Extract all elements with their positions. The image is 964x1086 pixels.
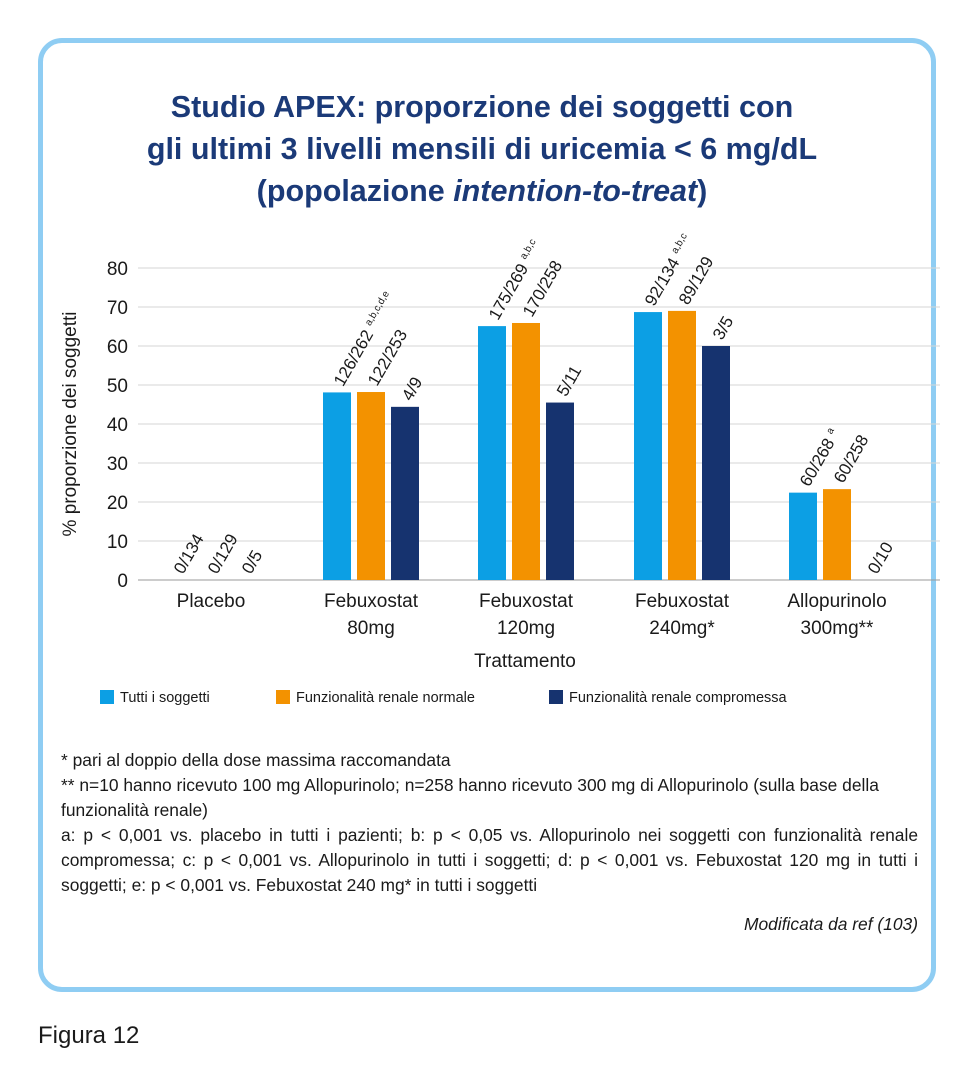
legend-swatch-compromessa — [549, 690, 563, 704]
data-label-s1-c4: 60/258 — [830, 432, 872, 487]
legend-swatch-tutti — [100, 690, 114, 704]
bar-s0-c1 — [323, 392, 351, 580]
data-label-s2-c0: 0/5 — [238, 547, 266, 577]
reference-note: Modificata da ref (103) — [744, 914, 918, 934]
x-tick-label-4-0: Allopurinolo — [787, 591, 886, 612]
bar-chart: 0 10 20 30 40 50 60 70 80 % proporzione dei sogge… — [60, 231, 940, 672]
x-axis-label: Trattamento — [474, 651, 576, 672]
data-label-s2-c3: 3/5 — [709, 313, 737, 343]
y-tick-label-80: 80 — [107, 259, 128, 280]
y-tick-label-40: 40 — [107, 415, 128, 436]
footnote-significance: a: p < 0,001 vs. placebo in tutti i pazi… — [61, 825, 918, 895]
title-line-3-post: ) — [697, 174, 708, 208]
y-tick-label-10: 10 — [107, 532, 128, 553]
legend-swatch-normale — [276, 690, 290, 704]
figure-label: Figura 12 — [38, 1022, 140, 1049]
data-label-s1-c0: 0/129 — [204, 531, 242, 577]
chart-title: Studio APEX: proporzione dei soggetti co… — [60, 86, 904, 212]
x-tick-label-1-0: Febuxostat — [324, 591, 419, 612]
bar-s0-c3 — [634, 312, 662, 580]
bar-s0-c4 — [789, 492, 817, 580]
data-label-s1-c3: 89/129 — [675, 253, 717, 308]
bar-s1-c4 — [823, 489, 851, 580]
y-tick-label-0: 0 — [117, 571, 128, 592]
footnotes: * pari al doppio della dose massima racc… — [61, 748, 918, 937]
x-tick-label-0-0: Placebo — [177, 591, 246, 612]
figure-frame — [38, 38, 936, 992]
y-tick-label-70: 70 — [107, 298, 128, 319]
y-tick-label-30: 30 — [107, 454, 128, 475]
footnote-allopurinolo: ** n=10 hanno ricevuto 100 mg Allopurino… — [61, 775, 879, 820]
bar-s2-c2 — [546, 402, 574, 580]
legend-item-compromessa: Funzionalità renale compromessa — [549, 690, 787, 706]
footnote-dose: * pari al doppio della dose massima racc… — [61, 750, 451, 770]
bar-s1-c3 — [668, 310, 696, 580]
legend-label-normale: Funzionalità renale normale — [296, 690, 475, 706]
title-line-3-italic: intention-to-treat — [453, 174, 698, 208]
title-line-2: gli ultimi 3 livelli mensili di uricemia… — [146, 132, 818, 166]
legend-label-tutti: Tutti i soggetti — [120, 690, 210, 706]
x-tick-label-1-1: 80mg — [347, 618, 395, 639]
bar-s1-c2 — [512, 322, 540, 580]
x-tick-label-3-1: 240mg* — [649, 618, 715, 639]
x-tick-label-2-1: 120mg — [497, 618, 555, 639]
legend-item-normale: Funzionalità renale normale — [276, 690, 475, 706]
data-label-s2-c2: 5/11 — [553, 362, 585, 399]
data-label-s2-c1: 4/9 — [398, 374, 426, 404]
y-tick-label-50: 50 — [107, 376, 128, 397]
data-label-s2-c4: 0/10 — [864, 539, 897, 577]
bar-s0-c2 — [478, 326, 506, 580]
y-tick-label-60: 60 — [107, 337, 128, 358]
bar-s1-c1 — [357, 392, 385, 580]
x-tick-label-2-0: Febuxostat — [479, 591, 574, 612]
x-tick-label-3-0: Febuxostat — [635, 591, 730, 612]
data-label-s0-c0: 0/134 — [170, 531, 208, 577]
title-line-3-pre: (popolazione — [256, 174, 454, 208]
title-line-3: (popolazione intention-to-treat) — [60, 170, 904, 212]
y-tick-label-20: 20 — [107, 493, 128, 514]
legend-item-tutti: Tutti i soggetti — [100, 690, 210, 706]
x-tick-label-4-1: 300mg** — [801, 618, 874, 639]
y-axis-label: % proporzione dei soggetti — [60, 312, 81, 537]
title-line-1: Studio APEX: proporzione dei soggetti co… — [170, 90, 794, 124]
bar-s2-c1 — [391, 406, 419, 580]
legend-label-compromessa: Funzionalità renale compromessa — [569, 690, 787, 706]
bar-s2-c3 — [702, 346, 730, 580]
